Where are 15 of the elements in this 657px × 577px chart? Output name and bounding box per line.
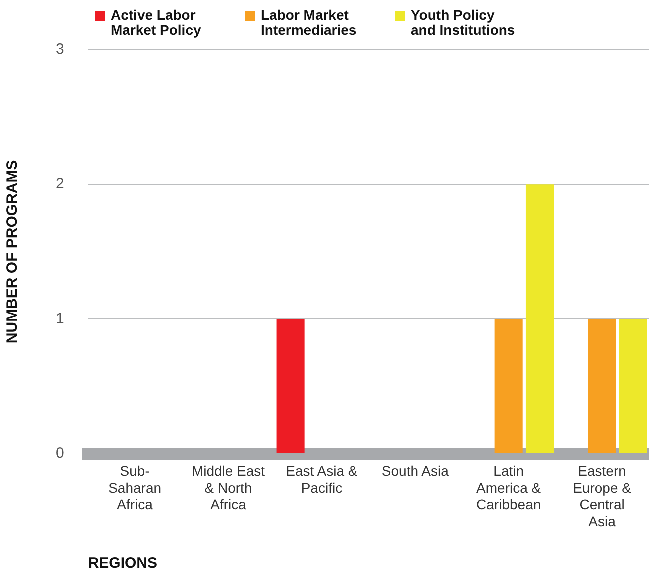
x-tick-label: Middle East & North Africa — [192, 463, 266, 513]
x-tick-label: South Asia — [382, 463, 450, 480]
legend-label: Youth Policy and Institutions — [411, 7, 516, 38]
x-tick-label: Eastern Europe & Central Asia — [573, 463, 632, 530]
y-axis-title: NUMBER OF PROGRAMS — [4, 160, 22, 344]
x-axis-title: REGIONS — [88, 555, 158, 572]
y-tick-label: 0 — [56, 444, 64, 462]
x-tick-label: Sub-Saharan Africa — [108, 463, 162, 513]
y-tick-label: 2 — [56, 176, 64, 193]
y-tick-label: 1 — [56, 310, 64, 328]
legend-label: Labor Market Intermediaries — [261, 7, 358, 38]
x-tick-label: Latin America & Caribbean — [476, 463, 542, 513]
legend-label: Active Labor Market Policy — [111, 7, 202, 38]
x-tick-label: East Asia & Pacific — [286, 463, 358, 496]
y-tick-label: 3 — [56, 41, 64, 58]
